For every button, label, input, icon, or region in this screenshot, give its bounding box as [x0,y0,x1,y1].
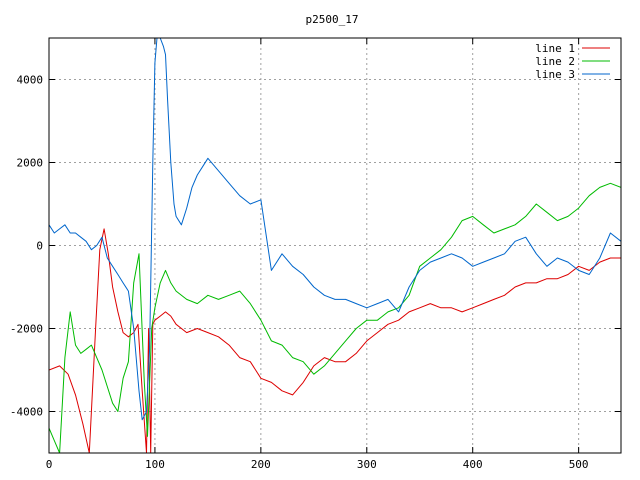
x-tick-label: 0 [46,458,53,471]
x-tick-label: 400 [463,458,483,471]
series-line-3 [49,38,621,421]
grid [49,38,621,453]
x-tick-label: 500 [569,458,589,471]
series-line-2 [49,182,621,453]
y-tick-label: -4000 [10,406,43,419]
x-tick-label: 300 [357,458,377,471]
series-line-1 [49,228,621,453]
legend-label-3: line 3 [535,68,575,81]
y-tick-label: 2000 [17,157,44,170]
plot-border [48,37,622,454]
y-tick-label: 0 [36,240,43,253]
y-tick-label: -2000 [10,323,43,336]
ticks: 0 100 200 300 400 500 -4000 -2000 0 2000 4000 [10,38,621,471]
legend-label-1: line 1 [535,42,575,55]
legend-label-2: line 2 [535,55,575,68]
x-tick-label: 100 [145,458,165,471]
x-tick-label: 200 [251,458,271,471]
series-lines [49,38,621,453]
chart-title: p2500_17 [306,13,359,26]
y-tick-label: 4000 [17,74,44,87]
